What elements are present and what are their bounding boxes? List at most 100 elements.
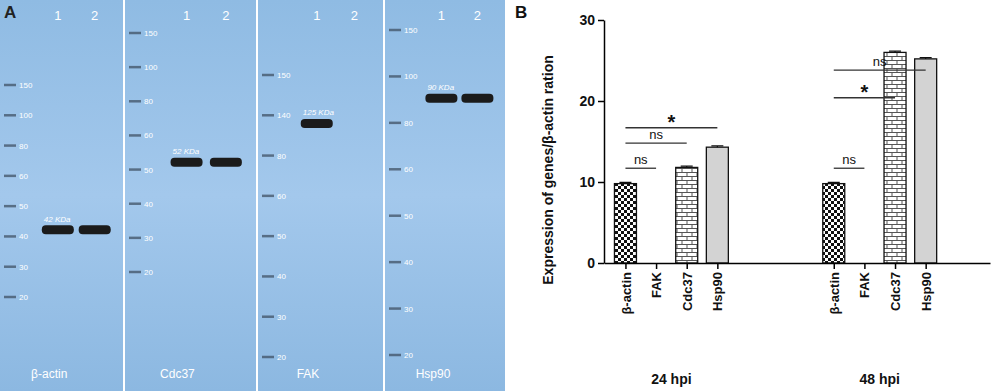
figure: 1501008060504030201242 KDaβ-actin1501008… bbox=[0, 0, 1000, 391]
ladder-label: 100 bbox=[144, 63, 158, 72]
blot: 1501008060504030201242 KDaβ-actin bbox=[0, 0, 123, 391]
tick-mark bbox=[717, 263, 719, 269]
ladder-band bbox=[262, 74, 274, 77]
blot-background bbox=[385, 0, 505, 391]
ladder-label: 80 bbox=[277, 152, 286, 161]
ladder-label: 80 bbox=[19, 142, 28, 151]
tick-label: 10 bbox=[579, 174, 595, 190]
tick-label: Hsp90 bbox=[919, 272, 934, 311]
ladder-band bbox=[4, 205, 16, 208]
tick-label: Cdc37 bbox=[888, 272, 903, 311]
ladder-label: 60 bbox=[144, 131, 153, 140]
tick-label: β-actin bbox=[618, 272, 633, 315]
ladder-band bbox=[4, 84, 16, 87]
bar bbox=[915, 59, 937, 263]
comparison-label: ns bbox=[873, 54, 887, 69]
tick-label: FAK bbox=[857, 271, 872, 298]
chart: B0102030β-actinFAKCdc37Hsp90β-actinFAKCd… bbox=[515, 3, 991, 387]
ladder-band bbox=[129, 237, 141, 240]
protein-band bbox=[425, 94, 457, 103]
band-label: 125 KDa bbox=[303, 108, 335, 117]
panel-label: A bbox=[4, 3, 16, 22]
tick: FAK bbox=[857, 263, 872, 298]
ladder-label: 150 bbox=[19, 81, 33, 90]
ladder-label: 150 bbox=[144, 29, 158, 38]
ladder-label: 140 bbox=[277, 111, 291, 120]
comparison-label: ns bbox=[649, 127, 663, 142]
comparison-line bbox=[625, 168, 656, 169]
ladder-band bbox=[129, 134, 141, 137]
tick-mark bbox=[598, 101, 604, 103]
plot-area bbox=[614, 51, 936, 263]
band-label: 42 KDa bbox=[44, 215, 71, 224]
blot-name: β-actin bbox=[31, 367, 67, 381]
ladder-label: 50 bbox=[19, 202, 28, 211]
tick-mark bbox=[598, 20, 604, 22]
ladder-label: 50 bbox=[404, 212, 413, 221]
protein-band bbox=[171, 158, 203, 167]
error-bar bbox=[619, 182, 631, 183]
tick-label: 20 bbox=[579, 93, 595, 109]
tick-mark bbox=[598, 263, 604, 265]
tick-mark bbox=[625, 263, 627, 269]
ladder-band bbox=[262, 275, 274, 278]
ladder-label: 80 bbox=[144, 97, 153, 106]
ladder-band bbox=[389, 168, 401, 171]
error-bar bbox=[681, 166, 693, 167]
tick: β-actin bbox=[618, 263, 633, 315]
band-label: 52 KDa bbox=[173, 147, 200, 156]
error-bar bbox=[711, 146, 723, 147]
tick-label: 30 bbox=[579, 12, 595, 28]
blot: 15014080605040302012125 KDaFAK bbox=[258, 0, 383, 391]
ladder-band bbox=[389, 307, 401, 310]
blot-name: FAK bbox=[297, 367, 320, 381]
ladder-band bbox=[389, 214, 401, 217]
axis-line bbox=[605, 263, 991, 265]
tick: Hsp90 bbox=[710, 263, 725, 311]
ladder-label: 150 bbox=[404, 26, 418, 35]
ladder-label: 60 bbox=[277, 192, 286, 201]
group-label: 24 hpi bbox=[651, 371, 691, 387]
tick-mark bbox=[834, 263, 836, 269]
ladder-label: 60 bbox=[19, 172, 28, 181]
ladder-label: 100 bbox=[404, 72, 418, 81]
ladder-label: 50 bbox=[144, 166, 153, 175]
ladder-band bbox=[129, 100, 141, 103]
ladder-band bbox=[4, 265, 16, 268]
lane-label: 1 bbox=[438, 8, 445, 23]
ladder-band bbox=[389, 122, 401, 125]
protein-band bbox=[42, 225, 74, 234]
tick-label: FAK bbox=[649, 271, 664, 298]
ladder-band bbox=[262, 315, 274, 318]
comparison-label: ns bbox=[634, 152, 648, 167]
ladder-label: 30 bbox=[19, 263, 28, 272]
tick: FAK bbox=[649, 263, 664, 298]
ladder-band bbox=[129, 32, 141, 35]
tick-mark bbox=[895, 263, 897, 269]
tick-mark bbox=[656, 263, 658, 269]
blot-name: Hsp90 bbox=[416, 367, 451, 381]
comparison-line bbox=[834, 168, 865, 169]
bar bbox=[706, 147, 728, 263]
tick-mark bbox=[598, 182, 604, 184]
figure-svg: 1501008060504030201242 KDaβ-actin1501008… bbox=[0, 0, 1000, 391]
ladder-label: 50 bbox=[277, 232, 286, 241]
ladder-band bbox=[4, 296, 16, 299]
ladder-band bbox=[262, 114, 274, 117]
ladder-band bbox=[129, 168, 141, 171]
protein-band bbox=[461, 94, 493, 103]
bar bbox=[823, 184, 845, 263]
lane-label: 1 bbox=[54, 8, 61, 23]
ladder-band bbox=[4, 235, 16, 238]
ladder-label: 30 bbox=[404, 305, 413, 314]
axis-line bbox=[604, 21, 606, 264]
ladder-label: 60 bbox=[404, 165, 413, 174]
ladder-label: 20 bbox=[404, 351, 413, 360]
lane-label: 2 bbox=[351, 8, 358, 23]
tick: β-actin bbox=[827, 263, 842, 315]
blot-name: Cdc37 bbox=[160, 367, 195, 381]
ladder-band bbox=[129, 202, 141, 205]
y-axis-title: Expression of genes/β-actin ration bbox=[540, 55, 556, 284]
ladder-label: 100 bbox=[19, 111, 33, 120]
ladder-label: 40 bbox=[144, 200, 153, 209]
